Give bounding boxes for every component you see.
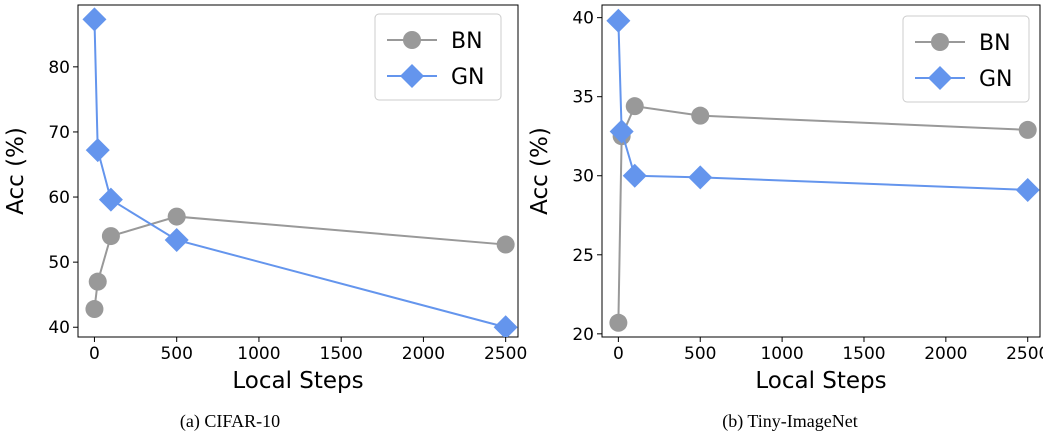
x-axis-label: Local Steps	[232, 368, 363, 394]
data-point-bn	[1018, 120, 1037, 139]
chart-panel-1: 0 500 1000 1500 2000 2500 40 50 60 70 80 Local Step…	[3, 4, 527, 432]
legend-label: BN	[979, 31, 1011, 56]
data-point-gn	[164, 228, 189, 253]
x-tick-label: 1000	[760, 344, 803, 364]
legend-marker	[400, 64, 424, 88]
x-tick-label: 2000	[402, 344, 445, 364]
data-point-bn	[101, 227, 120, 246]
data-point-gn	[98, 187, 123, 212]
y-tick-label: 80	[48, 58, 70, 78]
legend-label: BN	[451, 29, 483, 54]
x-tick-label: 1500	[320, 344, 363, 364]
y-axis-label: Acc (%)	[527, 127, 553, 215]
x-tick-label: 1500	[842, 344, 885, 364]
legend: BN GN	[902, 15, 1030, 103]
legend: BN GN	[374, 13, 502, 101]
data-point-bn	[167, 207, 186, 226]
y-tick-label: 30	[572, 167, 594, 187]
data-point-gn	[609, 119, 634, 144]
chart-caption: (b) Tiny-ImageNet	[722, 411, 857, 432]
data-point-bn	[609, 313, 628, 332]
legend-marker	[931, 33, 949, 51]
series-line-bn	[617, 105, 1028, 323]
series-bn	[609, 97, 1037, 332]
x-tick-label: 2500	[484, 344, 527, 364]
x-tick-label: 2500	[1006, 344, 1043, 364]
y-tick-label: 40	[572, 9, 594, 29]
y-tick-label: 70	[48, 123, 70, 143]
legend-marker	[403, 31, 421, 49]
data-point-gn	[85, 138, 110, 163]
y-tick-label: 35	[572, 88, 594, 108]
data-point-gn	[493, 315, 518, 337]
x-tick-label: 0	[89, 344, 100, 364]
data-point-bn	[691, 106, 710, 125]
x-tick-label: 500	[684, 344, 716, 364]
data-point-gn	[606, 8, 631, 33]
plot-frame	[601, 4, 1041, 338]
series-gn	[606, 8, 1040, 202]
data-point-gn	[1015, 177, 1040, 202]
data-point-gn	[622, 163, 647, 188]
legend-label: GN	[979, 67, 1013, 92]
data-point-bn	[625, 97, 644, 116]
x-tick-label: 1000	[237, 344, 280, 364]
x-tick-label: 0	[613, 344, 624, 364]
chart-caption: (a) CIFAR-10	[180, 411, 280, 432]
y-tick-label: 60	[48, 188, 70, 208]
chart-panel-2: 0 500 1000 1500 2000 2500 20 25 30 35 40 Local Step…	[527, 4, 1043, 432]
data-point-bn	[88, 272, 107, 291]
y-axis-label: Acc (%)	[3, 127, 29, 215]
y-tick-label: 50	[48, 253, 70, 273]
x-tick-label: 500	[160, 344, 192, 364]
series-gn	[82, 7, 518, 337]
plot-frame	[77, 4, 519, 338]
series-bn	[85, 207, 515, 319]
data-point-gn	[688, 165, 713, 190]
x-axis-label: Local Steps	[755, 368, 886, 394]
legend-label: GN	[451, 65, 485, 90]
data-point-bn	[496, 235, 515, 254]
y-tick-label: 40	[48, 318, 70, 338]
data-point-gn	[82, 7, 107, 32]
y-tick-label: 20	[572, 325, 594, 345]
legend-marker	[928, 66, 952, 90]
series-line-bn	[93, 215, 506, 310]
x-tick-label: 2000	[924, 344, 967, 364]
data-point-bn	[85, 300, 104, 319]
y-tick-label: 25	[572, 246, 594, 266]
